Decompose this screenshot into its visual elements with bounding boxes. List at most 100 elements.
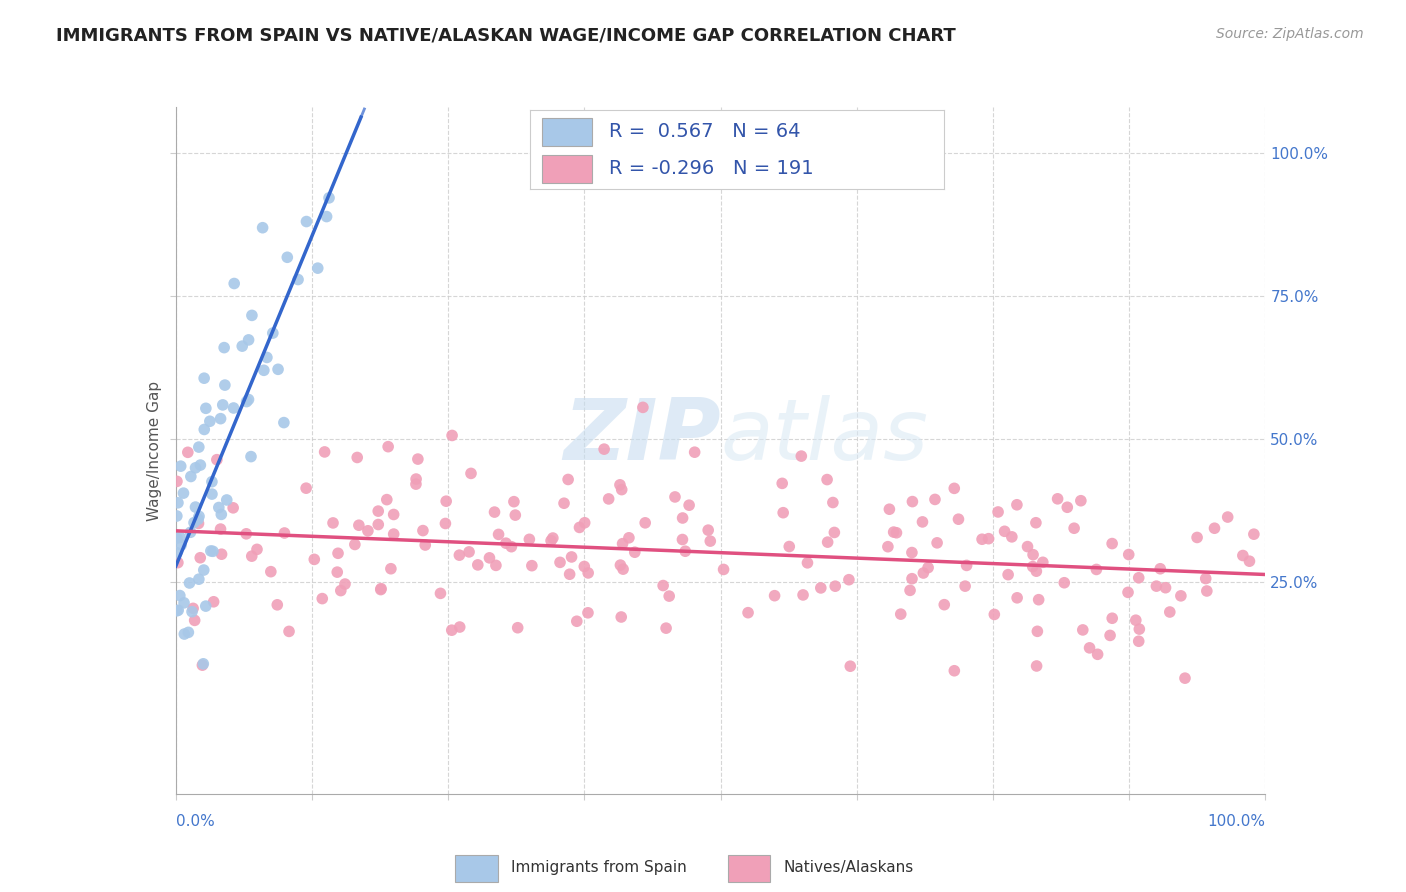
Point	[329, 583, 352, 598]
Point	[953, 579, 976, 593]
Point	[901, 494, 924, 508]
Point	[1128, 634, 1150, 648]
Point	[1032, 555, 1054, 569]
Text: R =  0.567   N = 64: R = 0.567 N = 64	[609, 122, 800, 141]
Point	[574, 516, 596, 530]
Point	[1216, 510, 1239, 524]
Point	[917, 560, 939, 574]
Point	[201, 487, 224, 501]
Point	[1239, 554, 1261, 568]
Point	[901, 545, 924, 559]
Point	[170, 459, 193, 474]
Point	[193, 563, 215, 577]
Point	[983, 607, 1005, 622]
Point	[948, 512, 970, 526]
Point	[1025, 516, 1047, 530]
Point	[890, 607, 912, 621]
Point	[222, 500, 245, 515]
Point	[252, 220, 274, 235]
Point	[240, 309, 263, 323]
Point	[970, 533, 993, 547]
Point	[307, 261, 329, 276]
Point	[886, 525, 908, 540]
Point	[1022, 559, 1045, 574]
Point	[1128, 571, 1150, 585]
Point	[278, 624, 301, 639]
Point	[617, 531, 640, 545]
Point	[540, 533, 562, 548]
Point	[370, 582, 392, 597]
Point	[377, 440, 399, 454]
Point	[240, 549, 263, 563]
Point	[240, 450, 263, 464]
Point	[485, 558, 508, 573]
Point	[222, 401, 245, 415]
Point	[821, 495, 844, 509]
Point	[304, 552, 326, 566]
Point	[664, 490, 686, 504]
Point	[631, 401, 654, 415]
Point	[295, 481, 318, 495]
Point	[1005, 498, 1028, 512]
Point	[883, 525, 905, 540]
Point	[901, 572, 924, 586]
Point	[1087, 648, 1109, 662]
Point	[778, 540, 800, 554]
Point	[201, 544, 224, 558]
Point	[311, 591, 333, 606]
Bar	[728, 855, 770, 881]
Point	[412, 524, 434, 538]
Point	[1195, 584, 1218, 599]
Point	[1026, 624, 1049, 639]
Point	[911, 515, 934, 529]
Point	[817, 535, 839, 549]
Point	[256, 351, 278, 365]
Point	[520, 558, 543, 573]
Point	[593, 442, 616, 457]
Point	[188, 550, 211, 565]
Point	[166, 475, 188, 489]
Point	[449, 548, 471, 562]
Point	[380, 562, 402, 576]
Point	[501, 540, 523, 554]
Point	[212, 341, 235, 355]
FancyBboxPatch shape	[543, 155, 592, 183]
Point	[170, 538, 193, 552]
Point	[503, 494, 526, 508]
Point	[167, 603, 190, 617]
Point	[697, 523, 720, 537]
Point	[167, 496, 190, 510]
Point	[322, 516, 344, 530]
Point	[987, 505, 1010, 519]
Point	[209, 411, 232, 425]
Point	[343, 537, 366, 551]
Point	[173, 627, 195, 641]
Point	[179, 525, 201, 540]
Point	[796, 556, 818, 570]
Point	[1204, 521, 1226, 535]
Point	[211, 547, 233, 561]
Point	[1025, 659, 1047, 673]
Text: Immigrants from Spain: Immigrants from Spain	[512, 860, 688, 875]
Point	[246, 542, 269, 557]
Point	[441, 428, 464, 442]
Point	[1195, 572, 1218, 586]
Point	[898, 583, 921, 598]
Point	[273, 526, 295, 541]
Point	[1185, 531, 1208, 545]
Point	[838, 573, 860, 587]
Point	[346, 450, 368, 465]
Point	[173, 596, 195, 610]
Point	[167, 556, 190, 570]
Point	[382, 508, 405, 522]
Point	[934, 598, 956, 612]
Point	[1017, 540, 1039, 554]
Point	[187, 440, 209, 454]
Point	[273, 416, 295, 430]
Point	[1174, 671, 1197, 685]
Point	[565, 614, 588, 628]
Point	[683, 445, 706, 459]
Point	[1128, 622, 1150, 636]
Point	[209, 522, 232, 536]
Point	[790, 449, 813, 463]
